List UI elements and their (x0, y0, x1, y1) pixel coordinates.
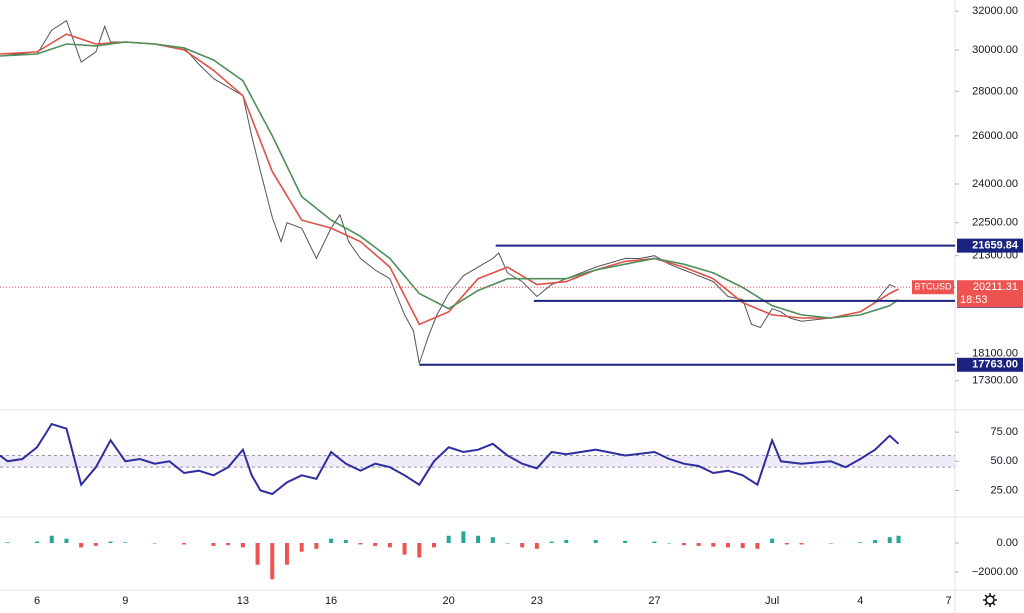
histogram-bar (534, 543, 539, 549)
histogram-bar (652, 541, 657, 544)
histogram-bar (211, 543, 216, 546)
x-tick-label: 9 (122, 595, 128, 607)
histogram-bar (828, 543, 833, 544)
histogram-bar (549, 541, 554, 544)
histogram-bar (64, 538, 69, 544)
histogram-bar (93, 543, 98, 546)
x-tick-label: Jul (765, 595, 779, 607)
histogram-bar (667, 543, 672, 544)
histogram-bar (270, 543, 275, 580)
histogram-bar (461, 531, 466, 544)
x-tick-label: 20 (443, 595, 455, 607)
histogram-bar (240, 543, 245, 548)
histogram-bar (314, 543, 319, 549)
histogram-bar (49, 535, 54, 544)
symbol-label: BTCUSD (914, 282, 952, 292)
histogram-bar (329, 538, 334, 544)
histogram-bar (182, 543, 187, 545)
x-tick-label: 6 (34, 595, 40, 607)
series-line (0, 422, 900, 496)
y-tick-label: 32000.00 (972, 5, 1018, 17)
histogram-bar (520, 543, 525, 548)
histogram-bar (373, 543, 378, 546)
x-tick-label: 27 (648, 595, 660, 607)
histogram-bar (505, 543, 510, 544)
rsi-band (0, 455, 955, 468)
histogram-bar (770, 538, 775, 544)
histogram-bar (387, 543, 392, 548)
histogram-bar (255, 543, 260, 565)
histogram-bar (755, 543, 760, 549)
last-price-label: 20211.31 (973, 281, 1018, 293)
histogram-bar (711, 543, 716, 547)
x-tick-label: 4 (857, 595, 863, 607)
x-tick-label: 16 (325, 595, 337, 607)
histogram-bar (681, 543, 686, 546)
y-tick-label: 0.00 (997, 537, 1018, 549)
histogram-bar (417, 543, 422, 558)
histogram-bar (108, 541, 113, 544)
level-label: 21659.84 (972, 240, 1019, 252)
x-tick-label: 23 (531, 595, 543, 607)
level-label: 17763.00 (972, 359, 1018, 371)
histogram-bar (623, 540, 628, 544)
level-label-bg (957, 357, 1023, 372)
histogram-bar (35, 541, 40, 544)
histogram-bar (896, 535, 901, 544)
histogram-bar (152, 543, 157, 544)
histogram-bar (696, 543, 701, 546)
level-label-bg (957, 238, 1023, 253)
histogram-bar (784, 543, 789, 545)
y-tick-label: 18100.00 (972, 347, 1018, 359)
histogram-bar (402, 543, 407, 555)
histogram-bar (799, 543, 804, 545)
histogram-bar (299, 543, 304, 552)
y-tick-label: 24000.00 (972, 178, 1018, 190)
histogram-bar (873, 540, 878, 544)
y-tick-label: 22500.00 (972, 217, 1018, 229)
histogram-bar (858, 542, 863, 544)
histogram-bar (887, 537, 892, 544)
series-line (0, 19, 896, 364)
histogram-bar (446, 535, 451, 544)
x-tick-label: 7 (945, 595, 951, 607)
histogram-bar (358, 543, 363, 545)
histogram-bar (740, 543, 745, 549)
histogram-bar (476, 535, 481, 544)
histogram-bar (564, 540, 569, 544)
histogram-bar (593, 540, 598, 544)
histogram-bar (343, 540, 348, 544)
y-tick-label: 26000.00 (972, 130, 1018, 142)
y-tick-label: 50.00 (990, 455, 1018, 467)
histogram-bar (79, 543, 84, 548)
settings-icon[interactable] (983, 593, 997, 607)
histogram-bar (726, 543, 731, 548)
y-tick-label: −2000.00 (972, 566, 1018, 578)
series-line (0, 41, 899, 319)
histogram-bar (123, 542, 128, 544)
histogram-bar (226, 543, 231, 546)
symbol-label-bg (912, 280, 954, 295)
last-price-bg (957, 280, 1023, 308)
histogram-bar (490, 537, 495, 544)
y-tick-label: 25.00 (990, 484, 1018, 496)
y-tick-label: 75.00 (990, 426, 1018, 438)
countdown-label: 18:53 (960, 294, 988, 306)
x-tick-label: 13 (237, 595, 249, 607)
y-tick-label: 28000.00 (972, 85, 1018, 97)
y-tick-label: 30000.00 (972, 44, 1018, 56)
histogram-bar (284, 543, 289, 565)
histogram-bar (431, 543, 436, 548)
histogram-bar (5, 542, 10, 544)
y-tick-label: 17300.00 (972, 375, 1018, 387)
